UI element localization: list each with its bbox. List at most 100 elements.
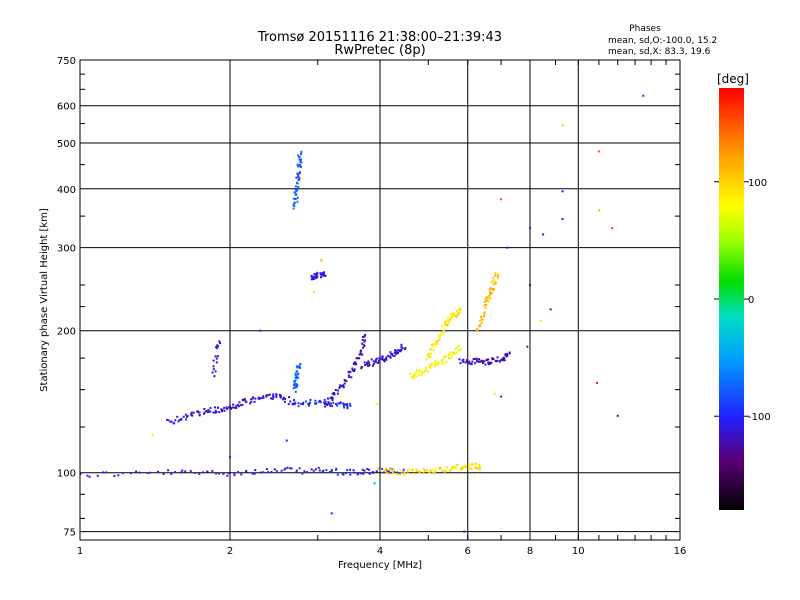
data-point [406, 470, 409, 473]
data-point [275, 395, 278, 398]
data-point [295, 470, 298, 473]
data-point [385, 356, 388, 359]
data-point [484, 363, 487, 366]
data-point [376, 402, 379, 405]
data-point [113, 475, 116, 478]
data-point [259, 471, 262, 474]
data-point [233, 474, 236, 477]
data-point [445, 360, 448, 363]
data-point [178, 418, 181, 421]
data-point [214, 409, 217, 412]
data-point [298, 156, 301, 159]
data-point [459, 311, 462, 314]
data-point [450, 317, 453, 320]
data-point [424, 367, 427, 370]
data-point [454, 347, 457, 350]
data-point [271, 395, 274, 398]
data-point [457, 344, 460, 347]
data-point [80, 472, 82, 475]
data-point [372, 363, 375, 366]
data-point [327, 403, 330, 406]
data-point [295, 176, 298, 179]
data-point [470, 363, 473, 366]
data-point [451, 351, 454, 354]
data-point [318, 469, 321, 472]
data-point [539, 319, 542, 322]
data-point [459, 362, 462, 365]
data-point [218, 340, 221, 343]
data-point [487, 361, 490, 364]
data-point [292, 207, 295, 210]
data-point [285, 439, 288, 442]
data-point [442, 330, 445, 333]
data-point [408, 468, 411, 471]
data-point [374, 360, 377, 363]
data-point [494, 274, 497, 277]
data-point [450, 354, 453, 357]
data-point [331, 399, 334, 402]
data-point [343, 378, 346, 381]
data-point [229, 455, 231, 458]
data-point [450, 312, 453, 315]
data-point [429, 365, 432, 368]
data-point [221, 408, 224, 411]
stats-heading: Phases [629, 24, 661, 34]
data-point [245, 469, 248, 472]
data-point [283, 468, 286, 471]
colorbar-label: [deg] [717, 72, 749, 86]
data-point [464, 465, 467, 468]
data-point [296, 196, 299, 199]
data-point [314, 399, 317, 402]
data-point [387, 354, 390, 357]
data-point [444, 470, 447, 473]
data-point [203, 411, 206, 414]
data-point [102, 471, 105, 474]
data-point [294, 390, 297, 393]
data-point [484, 300, 487, 303]
data-point [262, 395, 265, 398]
data-point [96, 474, 99, 477]
data-point [313, 277, 316, 280]
data-point [330, 402, 333, 405]
data-point [190, 413, 193, 416]
data-point [325, 403, 328, 406]
data-point [480, 322, 483, 325]
data-point [422, 467, 425, 470]
data-point [362, 346, 365, 349]
data-point [389, 355, 392, 358]
data-point [363, 469, 366, 472]
data-point [356, 357, 359, 360]
data-point [478, 325, 481, 328]
data-point [400, 345, 403, 348]
data-point [223, 409, 226, 412]
data-point [352, 469, 355, 472]
data-point [212, 368, 215, 371]
data-point [434, 362, 437, 365]
data-point [356, 473, 359, 476]
data-point [391, 354, 394, 357]
data-point [335, 468, 338, 471]
data-point [262, 471, 265, 474]
data-point [403, 473, 406, 476]
data-point [529, 284, 531, 287]
data-point [294, 193, 297, 196]
data-point [294, 379, 297, 382]
data-point [297, 186, 300, 189]
data-point [330, 469, 333, 472]
data-point [414, 371, 417, 374]
data-point [157, 470, 160, 473]
data-point [389, 468, 392, 471]
data-point [403, 347, 406, 350]
data-point [470, 467, 473, 470]
data-point [121, 471, 124, 474]
data-point [331, 397, 334, 400]
data-point [211, 371, 214, 374]
stats-line-o: mean, sd,O:-100.0, 15.2 [608, 36, 717, 46]
data-point [450, 466, 453, 469]
data-point [463, 530, 466, 533]
data-point [345, 404, 348, 407]
data-point [309, 401, 312, 404]
data-point [443, 328, 446, 331]
data-point [166, 418, 169, 421]
y-tick-label: 600 [57, 102, 76, 113]
